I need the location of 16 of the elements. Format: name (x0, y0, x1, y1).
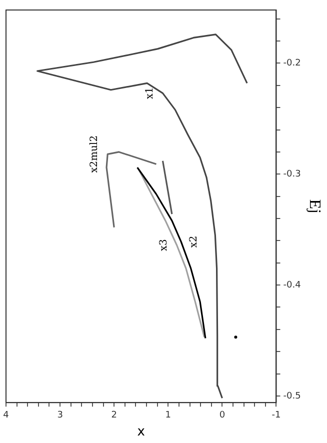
text: x2mul2 (89, 135, 100, 173)
text: x3 (158, 239, 170, 252)
y-tick-label: -0.5 (283, 391, 301, 402)
x-tick-label: -1 (272, 410, 281, 420)
y-axis-title: Ej (306, 199, 324, 214)
x-tick-label: 0 (219, 410, 226, 420)
x-tick-label: 3 (57, 410, 63, 420)
y-tick-label: -0.3 (283, 169, 301, 180)
x-tick-label: 2 (111, 410, 117, 420)
x-tick-label: 4 (3, 410, 10, 420)
text: x2 (188, 236, 200, 248)
x-tick-label: 1 (165, 410, 172, 420)
y-tick-label: -0.4 (283, 280, 302, 290)
x-axis-title: x (137, 424, 146, 440)
text: x1 (144, 87, 156, 100)
y-tick-label: -0.2 (283, 58, 301, 69)
